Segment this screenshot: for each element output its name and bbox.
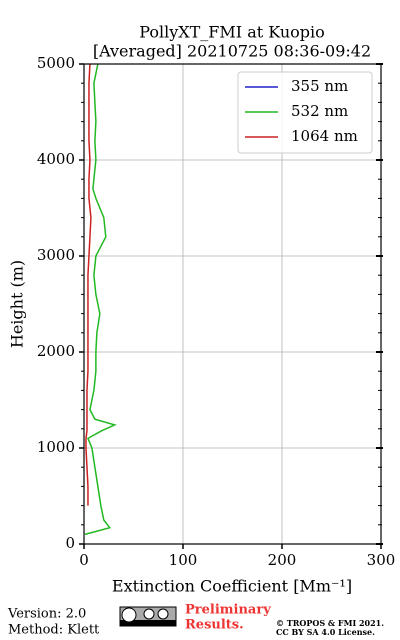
x-tick-label: 300 [367,551,396,569]
preliminary-note: Preliminary [185,603,271,618]
cc-logo [119,606,177,627]
plot-frame [83,63,382,545]
y-tick-label: 5000 [37,54,75,72]
y-axis-label: Height (m) [8,260,27,348]
data-line [85,63,92,506]
y-tick-label: 4000 [37,150,75,168]
x-tick-label: 0 [79,551,89,569]
y-tick-label: 1000 [37,438,75,456]
x-tick-label: 100 [169,551,198,569]
legend-label: 532 nm [291,102,348,120]
data-line [84,63,117,536]
chart-title: PollyXT_FMI at Kuopio [139,23,325,42]
preliminary-note: Results. [185,618,244,633]
x-tick-label: 200 [268,551,297,569]
legend-box [237,71,373,154]
method: Method: Klett [8,623,100,638]
y-tick-label: 2000 [37,342,75,360]
chart-subtitle: [Averaged] 20210725 08:36-09:42 [93,42,371,61]
version: Version: 2.0 [7,607,86,622]
copyright: CC BY SA 4.0 License. [276,627,375,637]
legend-label: 1064 nm [291,127,358,145]
x-axis-label: Extinction Coefficient [Mm⁻¹] [112,577,352,596]
y-tick-label: 0 [65,534,75,552]
legend-label: 355 nm [291,77,348,95]
y-tick-label: 3000 [37,246,75,264]
copyright: © TROPOS & FMI 2021. [276,618,384,628]
